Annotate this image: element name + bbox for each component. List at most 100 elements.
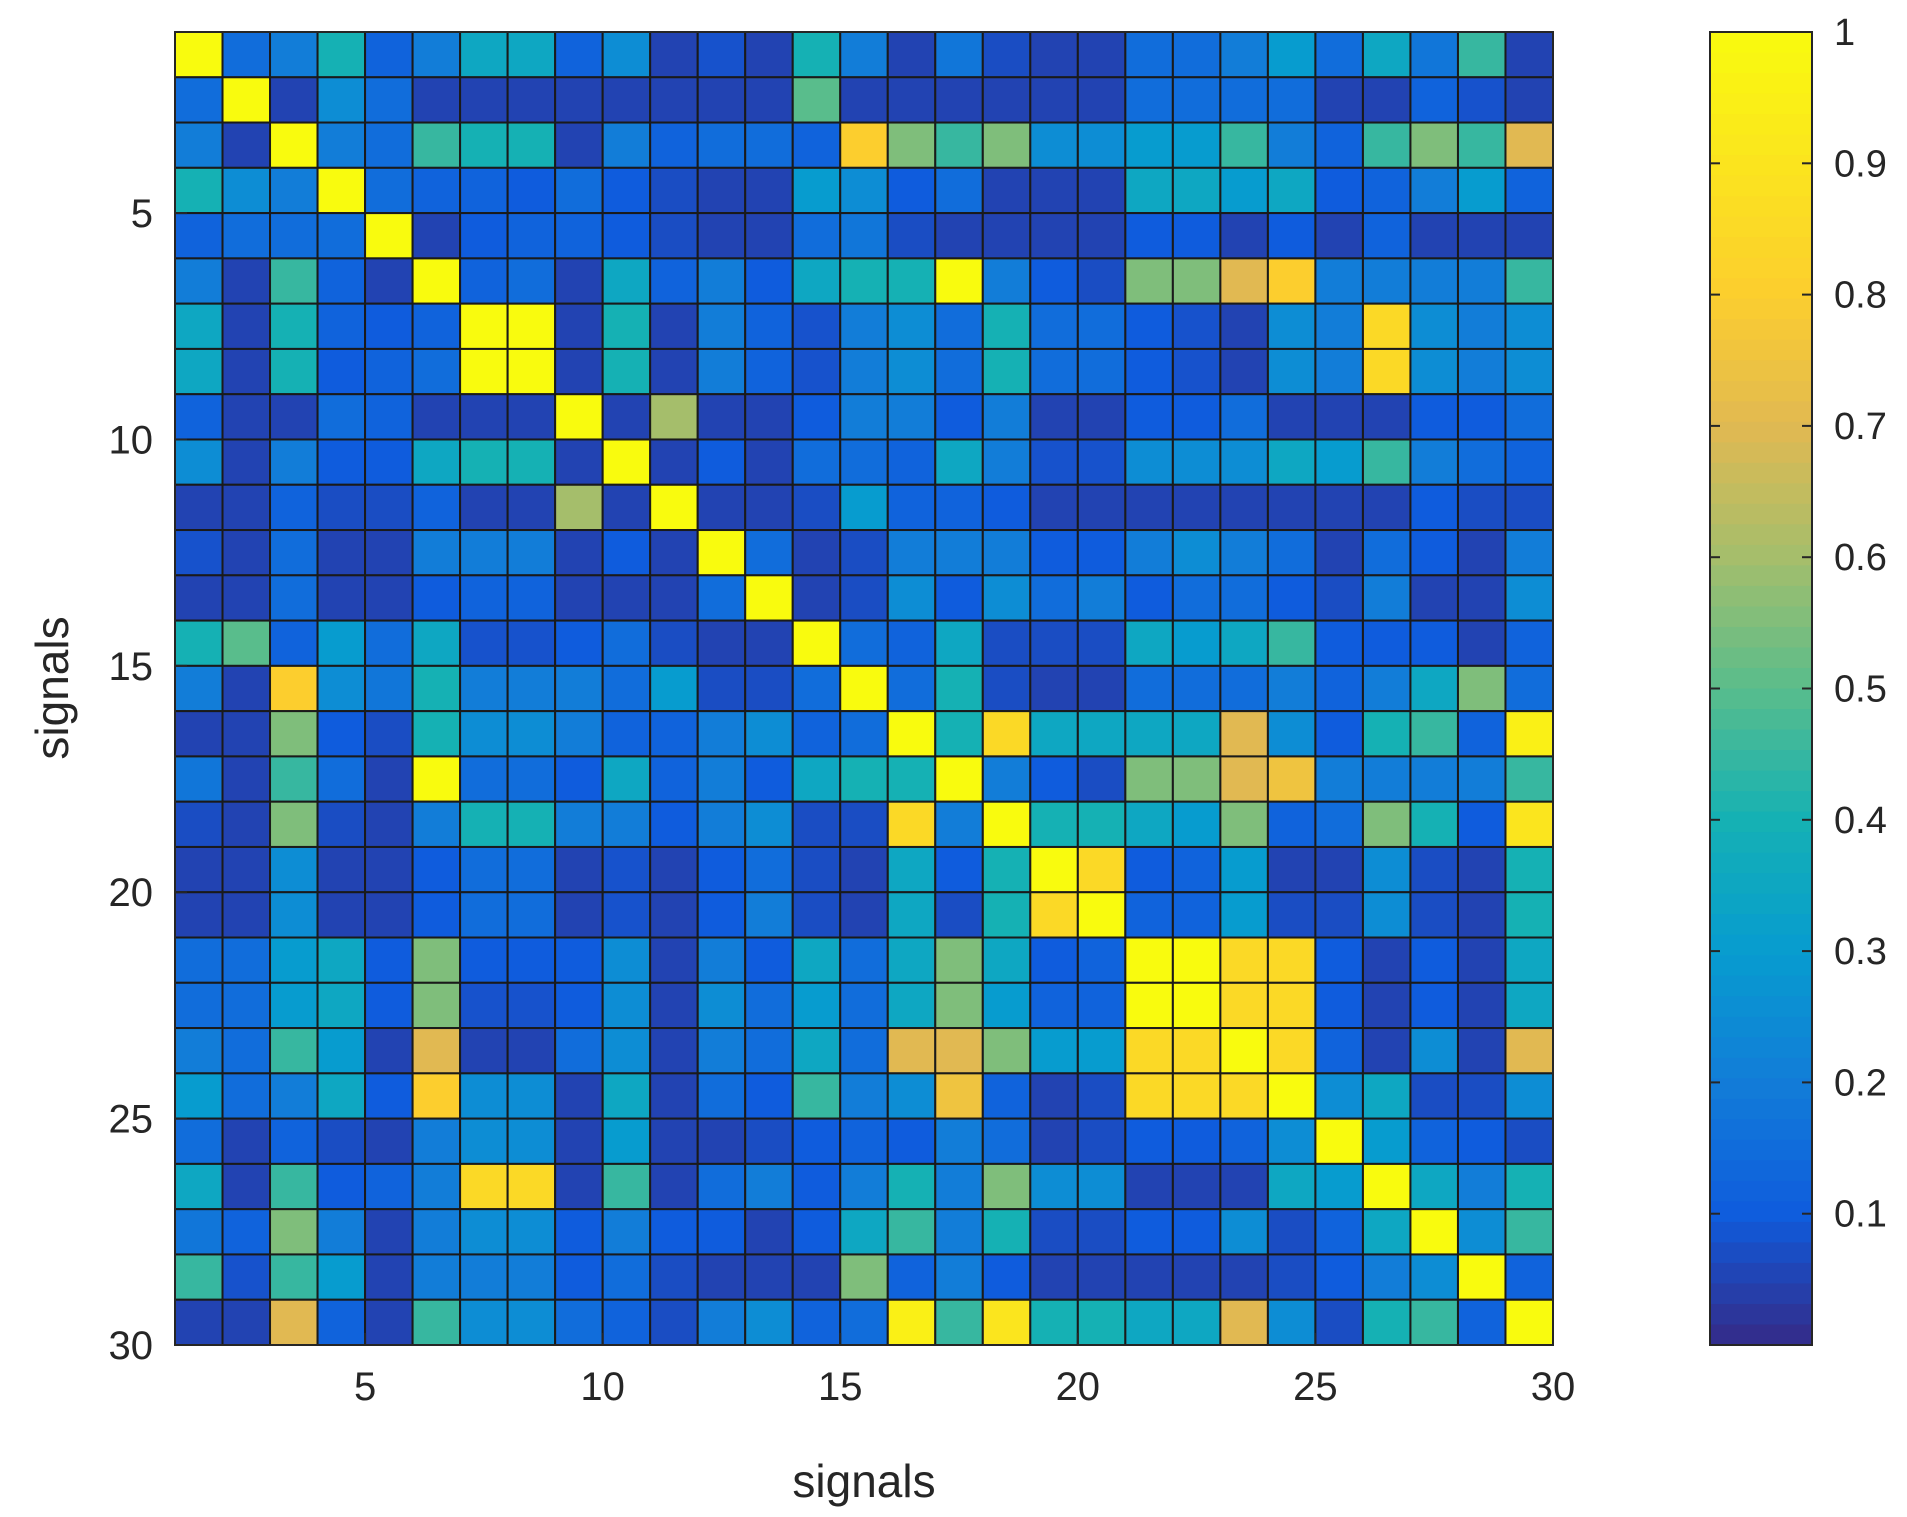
heatmap-cell (1124, 936, 1174, 984)
heatmap-cell (649, 257, 699, 305)
heatmap-cell (981, 529, 1032, 577)
heatmap-cell (411, 619, 462, 667)
heatmap-cell (1314, 710, 1364, 758)
heatmap-cell (1029, 529, 1079, 577)
heatmap-cell (744, 393, 794, 441)
heatmap-cell (1361, 166, 1412, 215)
heatmap-cell (506, 257, 557, 305)
heatmap-cell (269, 483, 319, 532)
heatmap-cell (1266, 257, 1317, 305)
heatmap-cell (649, 438, 699, 486)
colorbar-band (1710, 196, 1812, 218)
heatmap-cell (601, 755, 652, 803)
heatmap-cell (886, 257, 937, 305)
heatmap-cell (1314, 166, 1364, 215)
heatmap-cell (649, 1117, 699, 1165)
colorbar-band (1710, 832, 1812, 854)
heatmap-cell (1124, 529, 1174, 577)
heatmap-cell (459, 664, 509, 713)
y-tick-label: 20 (109, 871, 154, 915)
heatmap-cell (1409, 212, 1459, 260)
heatmap-cell (649, 1072, 699, 1120)
colorbar-band (1710, 401, 1812, 423)
x-axis-label: signals (792, 1455, 935, 1507)
heatmap-cell (1456, 257, 1507, 305)
heatmap-cell (1409, 257, 1459, 305)
heatmap-cell (791, 393, 842, 441)
heatmap-cell (269, 121, 319, 169)
heatmap-cell (554, 212, 604, 260)
heatmap-cell (1029, 664, 1079, 713)
heatmap-cell (1361, 1117, 1412, 1165)
colorbar-band (1710, 52, 1812, 74)
heatmap-cell (221, 1162, 272, 1211)
heatmap-cell (1171, 529, 1222, 577)
heatmap-cell (1124, 257, 1174, 305)
heatmap-cell (316, 845, 367, 894)
heatmap-cell (554, 76, 604, 124)
heatmap-cell (1314, 845, 1364, 894)
heatmap-cell (1029, 755, 1079, 803)
heatmap-cell (886, 1298, 937, 1346)
heatmap-cell (1076, 31, 1127, 79)
heatmap-cell (364, 483, 414, 532)
colorbar-band (1710, 298, 1812, 320)
heatmap-cell (411, 1072, 462, 1120)
colorbar-band (1710, 319, 1812, 341)
heatmap-cell (221, 1298, 272, 1346)
heatmap-cell (174, 574, 224, 622)
heatmap-cell (1504, 619, 1555, 667)
y-tick-label: 10 (109, 418, 154, 462)
heatmap-cell (1266, 483, 1317, 532)
heatmap-cell (696, 1117, 747, 1165)
heatmap-cell (364, 1162, 414, 1211)
heatmap-cell (649, 393, 699, 441)
y-axis-ticks: 5 10 15 20 25 30 (109, 192, 187, 1368)
heatmap-cell (649, 574, 699, 622)
heatmap-cell (554, 619, 604, 667)
heatmap-cell (506, 574, 557, 622)
heatmap-cell (934, 981, 984, 1030)
heatmap-cell (506, 31, 557, 79)
heatmap-cell (886, 212, 937, 260)
colorbar-band (1710, 811, 1812, 833)
colorbar-band (1710, 1180, 1812, 1202)
heatmap-cell (1361, 1298, 1412, 1346)
heatmap-cell (411, 664, 462, 713)
heatmap-cell (1124, 891, 1174, 939)
heatmap-cell (1456, 347, 1507, 396)
heatmap-cell (649, 755, 699, 803)
heatmap-cell (506, 302, 557, 350)
heatmap-cell (696, 1072, 747, 1120)
heatmap-cell (1314, 1298, 1364, 1346)
heatmap-cell (1314, 393, 1364, 441)
heatmap-cell (649, 664, 699, 713)
heatmap-cell (1029, 936, 1079, 984)
heatmap-cell (1409, 710, 1459, 758)
heatmap-cell (744, 1117, 794, 1165)
heatmap-cell (649, 710, 699, 758)
heatmap-cell (1266, 936, 1317, 984)
heatmap-cell (1171, 121, 1222, 169)
heatmap-cell (981, 1027, 1032, 1075)
heatmap-cell (1456, 574, 1507, 622)
heatmap-cell (696, 1253, 747, 1301)
heatmap-cell (744, 438, 794, 486)
heatmap-cell (1171, 212, 1222, 260)
heatmap-cell (411, 1162, 462, 1211)
colorbar-band (1710, 1098, 1812, 1120)
heatmap-cell (601, 891, 652, 939)
heatmap-cell (1029, 1253, 1079, 1301)
heatmap-cell (1219, 393, 1269, 441)
heatmap-cell (269, 1027, 319, 1075)
heatmap-cell (1219, 166, 1269, 215)
heatmap-cell (1219, 483, 1269, 532)
heatmap-cell (601, 483, 652, 532)
heatmap-cell (1456, 755, 1507, 803)
heatmap-cell (649, 1298, 699, 1346)
colorbar-tick-label: 0.3 (1834, 931, 1887, 973)
heatmap-cell (1504, 800, 1555, 848)
heatmap-cell (839, 936, 889, 984)
colorbar-band (1710, 1119, 1812, 1141)
heatmap-cell (981, 800, 1032, 848)
